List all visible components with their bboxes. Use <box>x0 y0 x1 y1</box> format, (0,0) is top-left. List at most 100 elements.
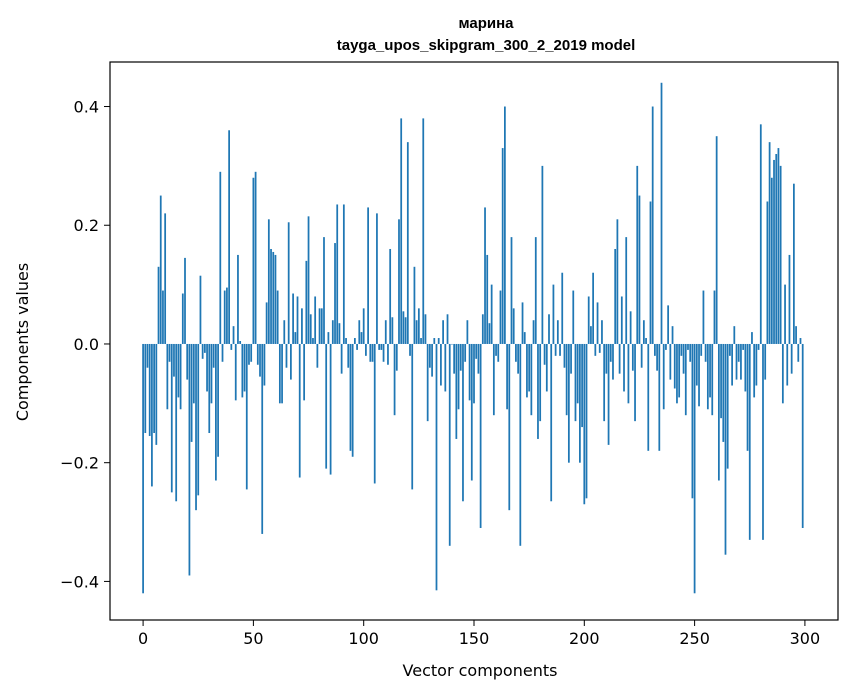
bar-283 <box>766 201 769 344</box>
bar-255 <box>704 343 707 362</box>
bar-67 <box>290 343 292 380</box>
bar-132 <box>433 338 436 344</box>
bar-22 <box>190 343 193 442</box>
bar-235 <box>660 82 663 344</box>
bar-92 <box>345 338 347 344</box>
chart-title-line1: марина <box>458 15 514 32</box>
bar-113 <box>391 317 394 344</box>
bar-234 <box>658 343 661 451</box>
bar-36 <box>221 343 224 362</box>
bar-83 <box>325 343 328 469</box>
bar-213 <box>612 343 614 380</box>
bar-37 <box>223 290 226 344</box>
bar-26 <box>199 275 202 344</box>
bar-27 <box>201 343 204 359</box>
bar-86 <box>331 320 334 344</box>
bar-147 <box>466 320 469 344</box>
bar-245 <box>682 343 685 374</box>
bar-177 <box>532 320 535 344</box>
bar-49 <box>250 343 253 362</box>
bar-176 <box>530 343 533 416</box>
bar-164 <box>504 106 506 344</box>
bar-270 <box>737 343 740 362</box>
bar-124 <box>415 320 418 344</box>
bar-179 <box>537 343 539 439</box>
bar-139 <box>448 343 451 546</box>
bar-141 <box>453 343 456 374</box>
bar-161 <box>497 343 500 362</box>
bar-38 <box>226 287 228 344</box>
bar-278 <box>755 343 758 386</box>
bar-145 <box>462 343 464 502</box>
bar-294 <box>790 343 793 374</box>
bar-216 <box>618 343 621 374</box>
bar-105 <box>373 343 376 484</box>
bar-73 <box>303 343 306 401</box>
bar-241 <box>673 343 676 389</box>
bar-215 <box>616 219 619 344</box>
bar-214 <box>614 248 617 344</box>
bar-266 <box>729 343 731 356</box>
bar-249 <box>691 343 694 499</box>
bar-102 <box>367 207 369 344</box>
bar-95 <box>351 343 354 457</box>
bar-42 <box>234 343 237 401</box>
bar-254 <box>702 290 705 344</box>
bar-239 <box>669 343 672 380</box>
bar-13 <box>170 343 173 493</box>
bar-268 <box>733 326 736 344</box>
bar-267 <box>731 343 733 386</box>
x-tick-label-50: 50 <box>243 629 263 648</box>
bar-200 <box>583 343 586 505</box>
bar-220 <box>627 343 630 404</box>
bar-189 <box>559 343 561 356</box>
bar-236 <box>662 343 665 410</box>
bar-15 <box>175 343 178 502</box>
bar-79 <box>316 343 319 368</box>
bar-116 <box>398 219 400 344</box>
y-tick-label-4: 0.4 <box>74 98 99 117</box>
bar-125 <box>417 308 420 344</box>
bar-269 <box>735 343 738 380</box>
bar-284 <box>768 142 771 344</box>
bar-84 <box>327 332 330 344</box>
bar-250 <box>693 343 696 594</box>
bar-61 <box>276 290 279 344</box>
bar-218 <box>623 343 625 392</box>
bar-126 <box>420 338 422 344</box>
x-axis: 0 50 100 150 200 250 300 <box>138 620 820 648</box>
bar-148 <box>468 343 471 401</box>
bar-133 <box>435 343 438 591</box>
bar-187 <box>554 343 557 356</box>
bar-54 <box>261 343 264 534</box>
y-axis: −0.4 −0.2 0.0 0.2 0.4 <box>60 98 110 591</box>
bar-109 <box>382 343 385 362</box>
bar-30 <box>208 343 211 434</box>
bar-8 <box>159 195 162 344</box>
bar-223 <box>634 343 636 422</box>
bar-131 <box>431 343 433 377</box>
bar-94 <box>349 343 352 451</box>
bar-65 <box>285 343 288 368</box>
bar-182 <box>543 343 546 365</box>
bar-174 <box>526 343 528 398</box>
bar-207 <box>598 343 601 353</box>
bar-286 <box>773 159 775 344</box>
bar-1 <box>144 343 147 434</box>
bar-17 <box>179 343 182 410</box>
bar-44 <box>239 341 242 344</box>
bar-121 <box>409 343 411 356</box>
bar-183 <box>545 343 548 392</box>
bar-265 <box>726 343 729 469</box>
bar-16 <box>177 343 180 398</box>
bar-21 <box>188 343 191 576</box>
bar-262 <box>720 343 722 419</box>
bar-81 <box>320 308 323 344</box>
bar-96 <box>353 338 356 344</box>
bar-295 <box>793 183 795 344</box>
bar-91 <box>342 204 345 344</box>
bar-247 <box>687 343 689 350</box>
bar-288 <box>777 148 780 344</box>
bar-75 <box>307 216 310 344</box>
bar-4 <box>151 343 153 487</box>
